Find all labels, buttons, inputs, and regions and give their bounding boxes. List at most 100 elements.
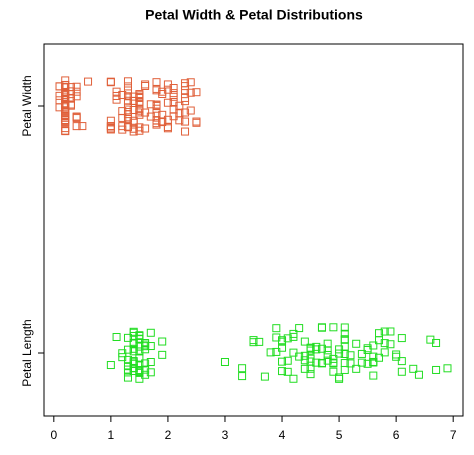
point (323, 356, 332, 365)
point (369, 371, 378, 380)
point (129, 127, 138, 136)
y-tick-label: Petal Width (20, 75, 34, 136)
point (152, 78, 161, 87)
x-tick-label: 2 (165, 428, 172, 442)
point (369, 352, 378, 361)
point (135, 368, 144, 377)
point (146, 368, 155, 377)
point (278, 337, 287, 346)
point (300, 337, 309, 346)
point (352, 364, 361, 373)
point (414, 370, 423, 379)
point (181, 108, 190, 117)
point (306, 346, 315, 355)
point (141, 345, 150, 354)
point (61, 95, 70, 104)
point (135, 92, 144, 101)
point (112, 87, 121, 96)
point (141, 370, 150, 379)
point (129, 92, 138, 101)
point (443, 364, 452, 373)
point (186, 88, 195, 97)
point (335, 373, 344, 382)
point (135, 347, 144, 356)
point (266, 348, 275, 357)
point (163, 124, 172, 133)
point (181, 127, 190, 136)
point (317, 359, 326, 368)
point (123, 365, 132, 374)
point (123, 86, 132, 95)
point (357, 349, 366, 358)
chart-title: Petal Width & Petal Distributions (145, 7, 363, 23)
point (158, 337, 167, 346)
point (72, 82, 81, 91)
point (432, 338, 441, 347)
point (192, 88, 201, 97)
point (335, 345, 344, 354)
point (118, 122, 127, 131)
point (169, 98, 178, 107)
point (272, 324, 281, 333)
point (61, 76, 70, 85)
point (312, 345, 321, 354)
point (55, 82, 64, 91)
point (146, 328, 155, 337)
point (323, 339, 332, 348)
point (123, 82, 132, 91)
point (249, 338, 258, 347)
point (329, 367, 338, 376)
point (409, 364, 418, 373)
point (152, 100, 161, 109)
point (329, 323, 338, 332)
point (181, 117, 190, 126)
point (220, 357, 229, 366)
point (278, 357, 287, 366)
point (106, 77, 115, 86)
point (346, 351, 355, 360)
point (135, 123, 144, 132)
point (112, 332, 121, 341)
point (66, 83, 75, 92)
point (260, 372, 269, 381)
point (158, 350, 167, 359)
point (289, 374, 298, 383)
point (141, 339, 150, 348)
point (169, 89, 178, 98)
point (300, 364, 309, 373)
point (135, 108, 144, 117)
point (346, 359, 355, 368)
point (66, 101, 75, 110)
point (300, 351, 309, 360)
point (392, 350, 401, 359)
point (306, 370, 315, 379)
point (186, 78, 195, 87)
point (289, 332, 298, 341)
point (61, 126, 70, 135)
point (363, 359, 372, 368)
point (238, 372, 247, 381)
point (123, 373, 132, 382)
point (61, 90, 70, 99)
point (61, 80, 70, 89)
point (278, 367, 287, 376)
point (123, 114, 132, 123)
point (123, 123, 132, 132)
point (106, 361, 115, 370)
point (317, 323, 326, 332)
point (186, 106, 195, 115)
point (163, 98, 172, 107)
point (272, 333, 281, 342)
point (192, 118, 201, 127)
point (72, 92, 81, 101)
point (112, 91, 121, 100)
x-tick-label: 5 (336, 428, 343, 442)
point (283, 367, 292, 376)
point (146, 358, 155, 367)
x-tick-label: 7 (450, 428, 457, 442)
point (357, 358, 366, 367)
point (181, 86, 190, 95)
point (118, 113, 127, 122)
